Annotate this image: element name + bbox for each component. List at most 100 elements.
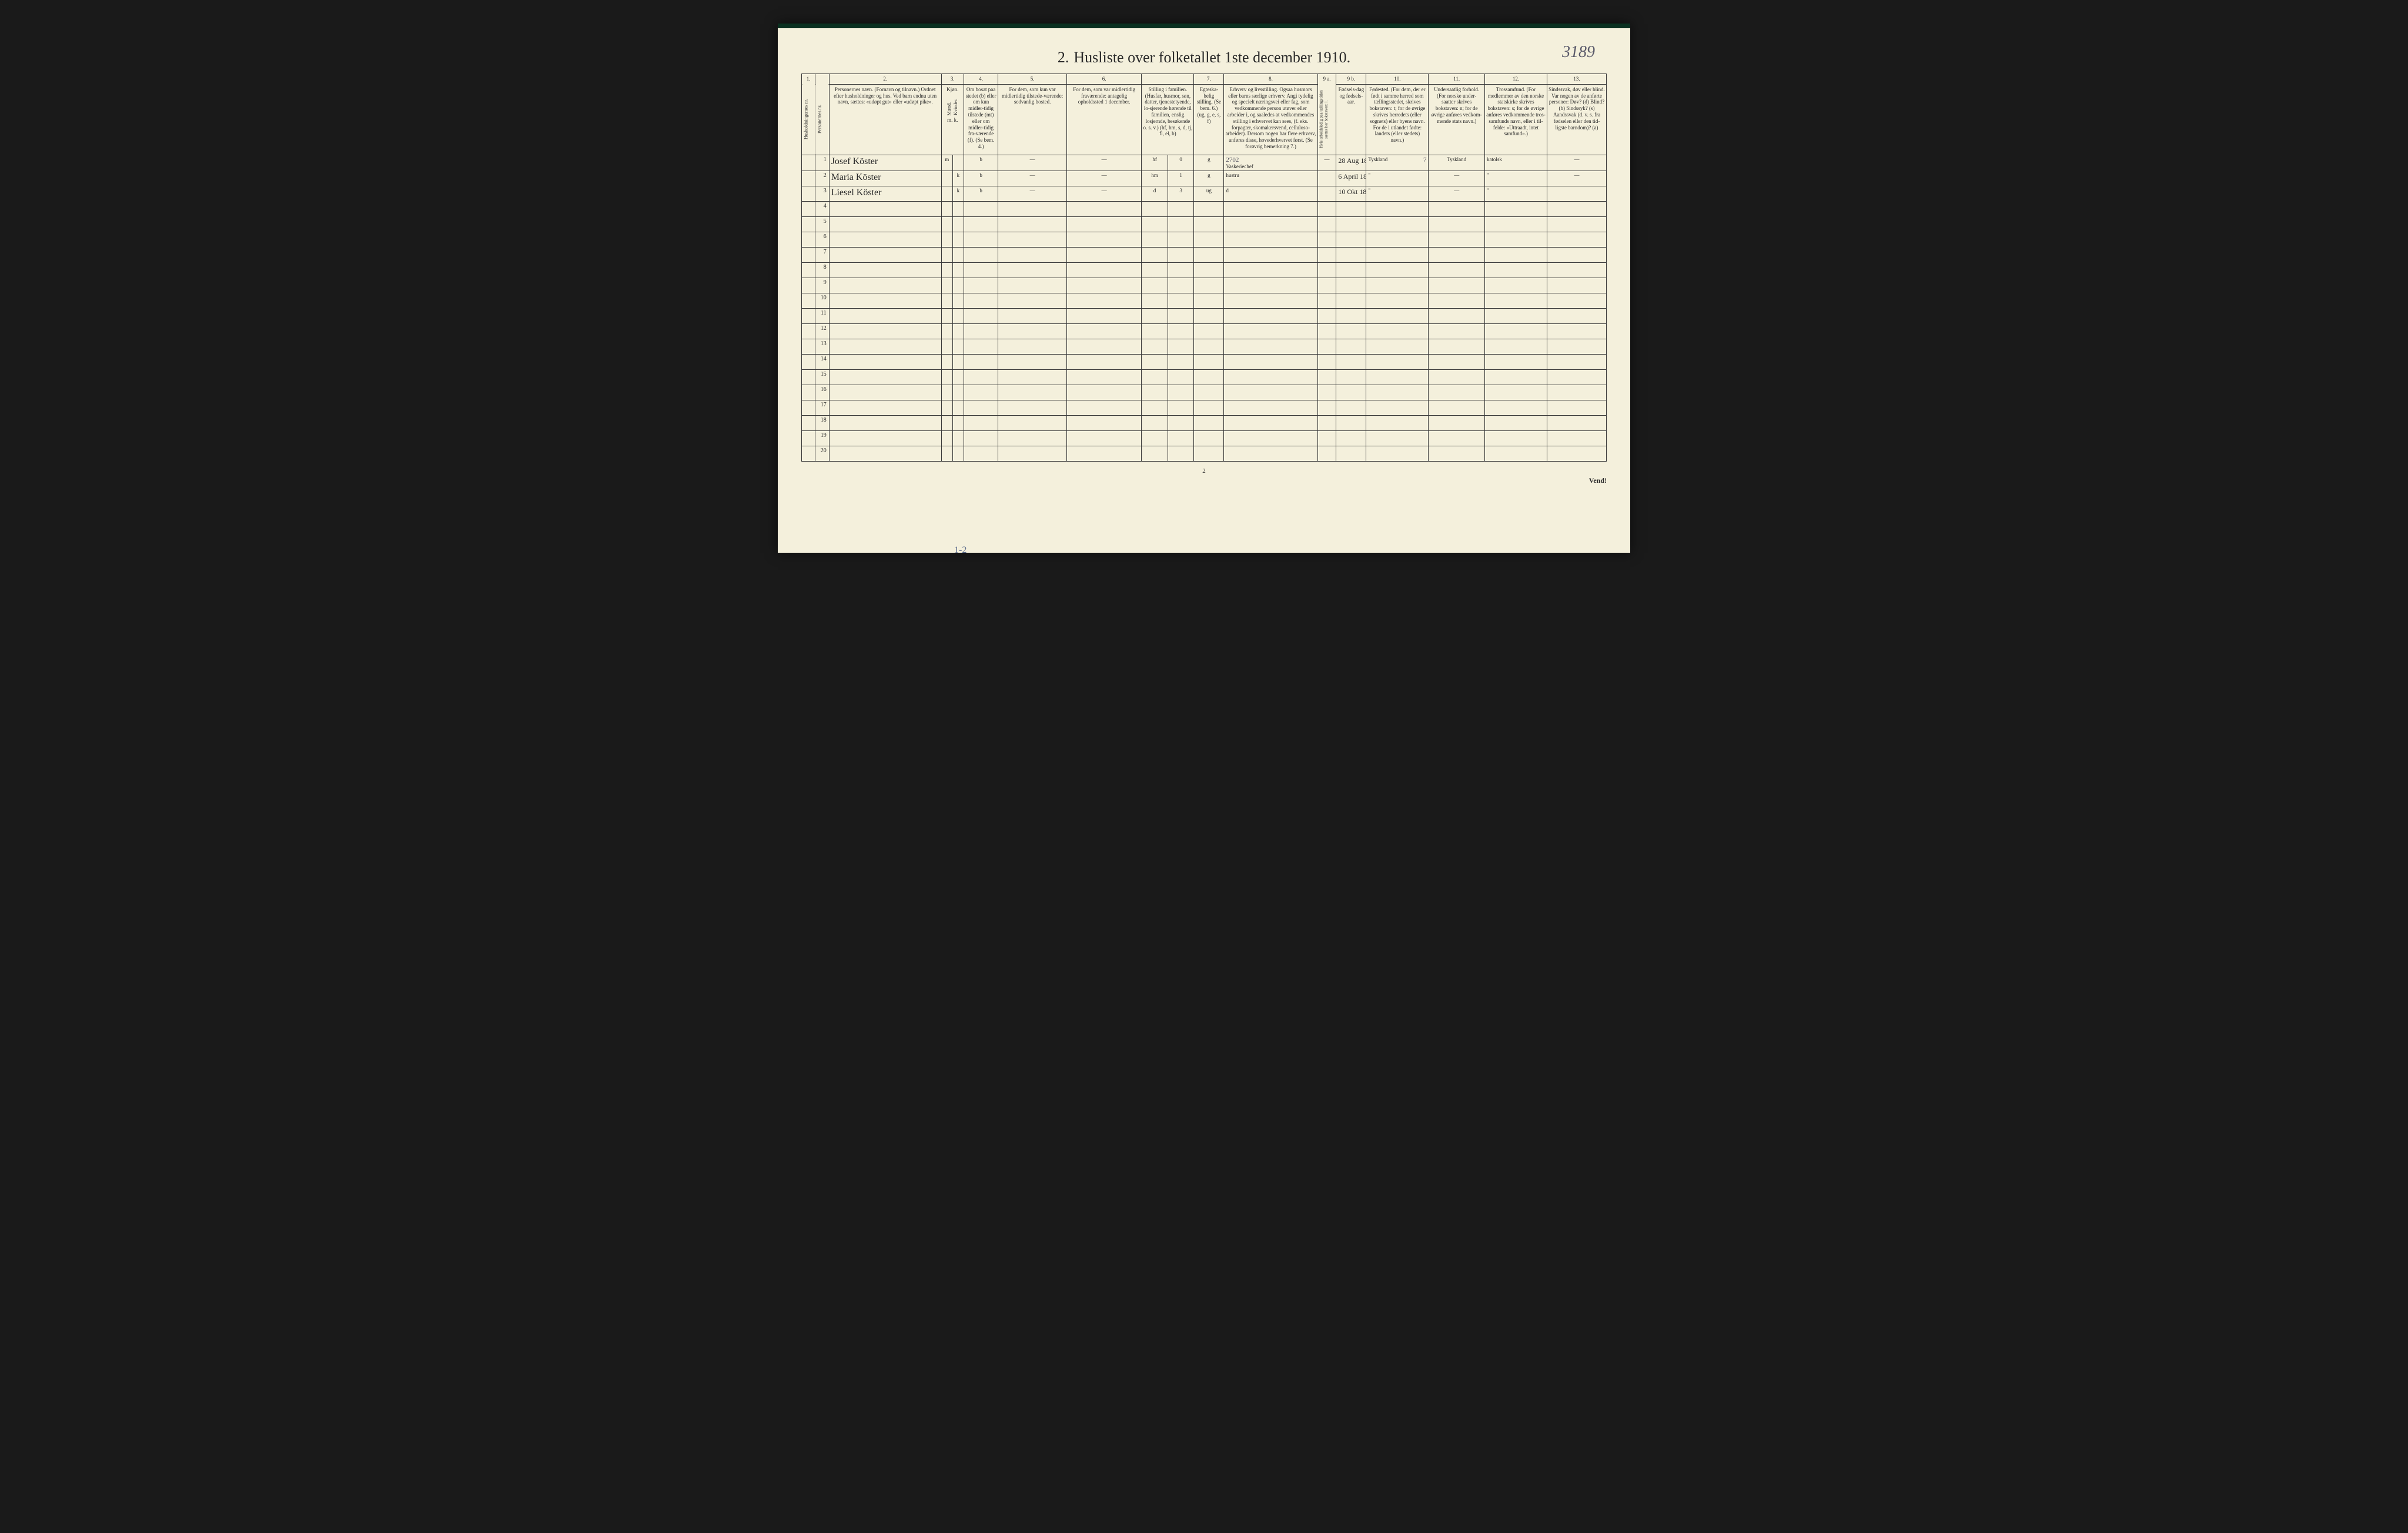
cell [941,385,952,400]
cell: 1 [815,155,829,171]
cell [1168,354,1194,369]
cell [998,308,1067,323]
cell: Tyskland [1429,155,1485,171]
cell [1317,308,1336,323]
cell [1168,323,1194,339]
cell [952,400,964,415]
cell [1168,369,1194,385]
cell [1066,446,1141,461]
cell [1194,293,1224,308]
cell [802,385,815,400]
cell [1336,247,1366,262]
colnum: 9 b. [1336,74,1366,85]
cell [1366,385,1429,400]
cell [1168,308,1194,323]
cell [1066,400,1141,415]
col-header: Personernes navn. (Fornavn og tilnavn.) … [829,84,941,155]
cell [1366,278,1429,293]
cell [1366,232,1429,247]
cell: k [952,171,964,186]
colnum: 4. [964,74,998,85]
cell [802,308,815,323]
col-header: For dem, som kun var midlertidig tilsted… [998,84,1067,155]
cell [1336,293,1366,308]
cell [1336,354,1366,369]
cell: 2702Vaskeriechef [1224,155,1317,171]
cell [1547,369,1607,385]
cell [829,415,941,430]
cell [964,415,998,430]
title-text: Husliste over folketallet 1ste december … [1073,49,1350,66]
cell [1317,278,1336,293]
table-row: 8 [802,262,1607,278]
cell [941,232,952,247]
cell [1142,308,1168,323]
cell [964,201,998,216]
column-number-row: 1. 2. 3. 4. 5. 6. 7. 8. 9 a. 9 b. 10. 11… [802,74,1607,85]
cell [941,186,952,201]
cell [802,339,815,354]
colnum: 3. [941,74,964,85]
cell [829,446,941,461]
cell [1547,232,1607,247]
col-subheader: Kvinder. [953,99,959,115]
cell [1066,415,1141,430]
col-header: Egteska-belig stilling. (Se bem. 6.) (ug… [1194,84,1224,155]
cell [1484,354,1547,369]
cell [964,339,998,354]
cell [1194,232,1224,247]
table-row: 3Liesel Kösterkb——d3ugd10 Okt 1891"—" [802,186,1607,201]
cell [941,216,952,232]
cell [964,385,998,400]
cell [1194,385,1224,400]
table-row: 2Maria Kösterkb——hm1ghustru6 April 1854"… [802,171,1607,186]
cell [802,247,815,262]
cell [998,262,1067,278]
cell [1429,216,1485,232]
cell [1429,400,1485,415]
cell [1224,446,1317,461]
bottom-page-number: 2 [801,467,1607,475]
cell [1366,430,1429,446]
cell [1194,400,1224,415]
cell [1366,339,1429,354]
cell [1194,369,1224,385]
cell [1066,369,1141,385]
colnum: 13. [1547,74,1607,85]
cell [1168,339,1194,354]
colnum: 1. [802,74,815,85]
cell [802,232,815,247]
cell [952,201,964,216]
cell [1547,354,1607,369]
cell: " [1366,171,1429,186]
cell [1547,385,1607,400]
cell [952,262,964,278]
cell [1317,216,1336,232]
colnum: 12. [1484,74,1547,85]
cell: 3 [815,186,829,201]
cell [1168,247,1194,262]
cell: " [1484,171,1547,186]
cell: b [964,186,998,201]
cell [952,278,964,293]
cell [941,171,952,186]
cell: ug [1194,186,1224,201]
cell [1429,385,1485,400]
cell [1168,446,1194,461]
cell [1484,430,1547,446]
cell [1317,430,1336,446]
cell [1066,354,1141,369]
cell [1317,323,1336,339]
cell: 9 [815,278,829,293]
cell [802,430,815,446]
cell [1168,262,1194,278]
cell [1366,323,1429,339]
cell [1066,278,1141,293]
cell [1429,308,1485,323]
cell [1194,430,1224,446]
table-row: 20 [802,446,1607,461]
table-row: 13 [802,339,1607,354]
cell [1366,247,1429,262]
colnum [1142,74,1194,85]
cell: " [1366,186,1429,201]
